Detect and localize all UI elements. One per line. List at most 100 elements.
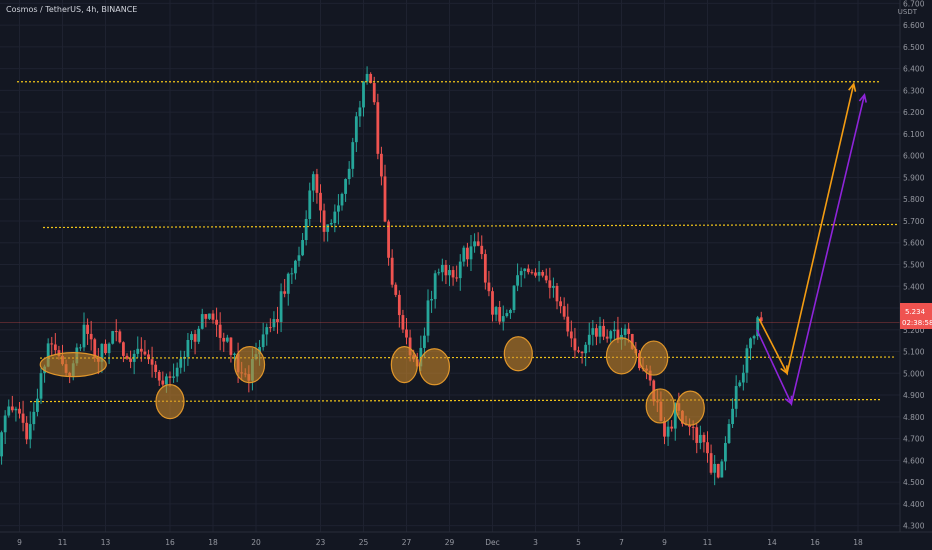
candle-up: [265, 327, 269, 335]
x-tick-label: 11: [703, 538, 713, 547]
candle-down: [380, 153, 383, 177]
candle-up: [448, 270, 451, 276]
candle-up: [172, 376, 175, 378]
candle-up: [272, 319, 276, 328]
candle-up: [136, 348, 140, 354]
candle-up: [724, 442, 727, 462]
y-tick-label: 5.400: [903, 282, 925, 291]
candle-down: [408, 337, 412, 356]
candle-up: [28, 424, 32, 440]
candle-up: [344, 179, 347, 194]
y-tick-label: 5.700: [903, 217, 925, 226]
candle-down: [577, 350, 580, 352]
candle-down: [759, 317, 763, 322]
projection-arrows: [756, 82, 867, 407]
y-tick-label: 5.900: [903, 173, 925, 182]
y-tick-label: 6.500: [903, 43, 925, 52]
candle-down: [276, 319, 279, 322]
y-tick-label: 4.500: [903, 478, 925, 487]
candle-up: [713, 463, 717, 473]
candle-down: [319, 192, 322, 211]
candle-up: [82, 324, 86, 348]
y-tick-label: 4.300: [903, 522, 925, 531]
candle-down: [369, 73, 373, 84]
candle-up: [741, 372, 745, 383]
candle-up: [501, 316, 505, 322]
candle-up: [32, 411, 36, 425]
y-tick-label: 4.700: [903, 435, 925, 444]
y-tick-label: 5.800: [903, 195, 925, 204]
candle-up: [197, 328, 201, 342]
candle-down: [283, 291, 287, 294]
candle-up: [354, 116, 358, 143]
highlight-ellipse: [503, 336, 533, 372]
candle-down: [168, 376, 172, 378]
candle-down: [86, 324, 89, 334]
y-tick-label: 6.200: [903, 108, 925, 117]
candle-up: [36, 398, 39, 412]
y-tick-label: 5.500: [903, 261, 925, 270]
candle-up: [39, 373, 43, 399]
candle-up: [727, 424, 731, 443]
y-tick-label: 5.200: [903, 326, 925, 335]
price-axis[interactable]: 6.700 6.600 6.500 6.400 6.300 6.200 6.100 6.000…: [903, 0, 925, 531]
x-tick-label: 13: [101, 538, 111, 547]
x-tick-label: 25: [359, 538, 369, 547]
projection-arrow-purple-head: [784, 395, 793, 406]
projection-arrow-orange-head: [848, 82, 857, 92]
candle-down: [663, 420, 666, 437]
candle-down: [89, 333, 93, 340]
highlight-ellipse: [639, 340, 669, 376]
highlight-ellipse: [675, 390, 705, 426]
y-tick-label: 6.400: [903, 65, 925, 74]
projection-arrow-purple-head: [858, 92, 867, 103]
x-tick-label: 29: [445, 538, 455, 547]
candle-down: [50, 343, 54, 345]
candle-up: [523, 268, 527, 272]
candle-up: [612, 329, 616, 332]
y-tick-label: 5.100: [903, 348, 925, 357]
candle-down: [150, 359, 154, 365]
candle-up: [537, 271, 541, 276]
y-tick-label: 4.900: [903, 391, 925, 400]
candle-down: [483, 254, 487, 283]
candle-down: [315, 174, 319, 193]
candle-down: [580, 351, 584, 354]
candle-up: [609, 331, 613, 339]
candle-down: [204, 314, 208, 319]
y-tick-label: 5.600: [903, 239, 925, 248]
x-tick-label: 5: [576, 538, 581, 547]
candle-down: [534, 272, 537, 276]
grid: [0, 0, 900, 532]
candle-down: [147, 354, 150, 360]
candle-down: [372, 83, 376, 103]
candle-down: [104, 343, 107, 354]
candle-up: [261, 334, 265, 348]
candle-up: [107, 343, 111, 354]
candle-down: [57, 350, 61, 356]
candle-up: [584, 344, 588, 354]
candle-up: [749, 338, 752, 349]
level-line: [39, 356, 896, 359]
candle-up: [233, 353, 236, 355]
candle-down: [569, 331, 573, 339]
candle-up: [190, 334, 193, 340]
x-tick-label: 3: [533, 538, 538, 547]
candle-down: [566, 316, 570, 332]
candle-down: [376, 102, 380, 154]
candle-down: [530, 272, 534, 274]
candle-up: [698, 434, 702, 443]
time-axis[interactable]: 9 11 13 16 18 20 23 25 27 29 Dec 3 5 7 9 11 14 16 18: [17, 538, 863, 547]
candle-up: [598, 325, 602, 337]
candle-up: [512, 285, 516, 310]
candle-down: [695, 427, 699, 443]
candle-down: [397, 294, 401, 316]
current-price: 5.234: [905, 308, 926, 316]
y-tick-label: 4.400: [903, 500, 925, 509]
candle-up: [587, 334, 591, 345]
candle-up: [208, 313, 211, 319]
candle-down: [268, 327, 272, 329]
candle-down: [387, 221, 390, 258]
